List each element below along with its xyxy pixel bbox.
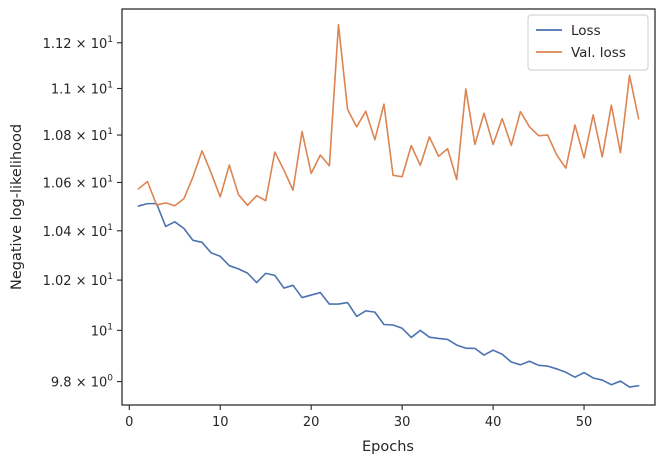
plot-lines — [137, 23, 640, 388]
y-tick-base: 1.06 × 10 — [43, 176, 108, 191]
y-tick-exponent: 1 — [107, 80, 113, 90]
y-tick-exponent: 1 — [107, 127, 113, 137]
y-tick-base: 1.02 × 10 — [43, 274, 108, 289]
y-tick-label: 101 — [91, 322, 113, 339]
series-line-loss — [137, 202, 640, 388]
y-tick-label: 1.1 × 101 — [51, 80, 113, 97]
y-tick-exponent: 1 — [107, 322, 113, 332]
legend-label: Loss — [571, 23, 601, 39]
y-tick-base: 1.12 × 10 — [43, 37, 108, 52]
x-axis-label: Epochs — [362, 439, 414, 455]
y-tick-label: 9.8 × 100 — [51, 374, 113, 391]
y-tick-base: 1.08 × 10 — [43, 129, 108, 144]
x-tick-label: 50 — [576, 415, 593, 430]
y-tick-exponent: 1 — [107, 174, 113, 184]
y-tick-label: 1.12 × 101 — [43, 35, 113, 52]
plot-frame — [121, 8, 656, 406]
y-tick-label: 1.06 × 101 — [43, 174, 113, 191]
y-tick-label: 1.04 × 101 — [43, 223, 113, 240]
x-tick-label: 10 — [212, 415, 229, 430]
y-tick-exponent: 1 — [107, 223, 113, 233]
x-tick-label: 0 — [125, 415, 133, 430]
legend-label: Val. loss — [571, 45, 626, 61]
x-tick-label: 30 — [394, 415, 411, 430]
y-tick-base: 10 — [91, 324, 108, 339]
y-tick-base: 9.8 × 10 — [51, 376, 107, 391]
y-tick-base: 1.1 × 10 — [51, 82, 107, 97]
y-axis-label: Negative log-likelihood — [9, 124, 25, 290]
x-tick-label: 40 — [485, 415, 502, 430]
x-axis-ticks: 0 10 20 30 40 50 — [125, 405, 592, 430]
legend: Loss Val. loss — [527, 14, 649, 71]
legend-box — [527, 14, 649, 71]
series-line-val-loss — [137, 23, 640, 207]
y-tick-exponent: 1 — [107, 272, 113, 282]
x-tick-label: 20 — [303, 415, 320, 430]
y-tick-exponent: 1 — [107, 35, 113, 45]
y-tick-label: 1.08 × 101 — [43, 127, 113, 144]
y-tick-exponent: 0 — [107, 374, 113, 384]
y-tick-label: 1.02 × 101 — [43, 272, 113, 289]
y-tick-base: 1.04 × 10 — [43, 225, 108, 240]
